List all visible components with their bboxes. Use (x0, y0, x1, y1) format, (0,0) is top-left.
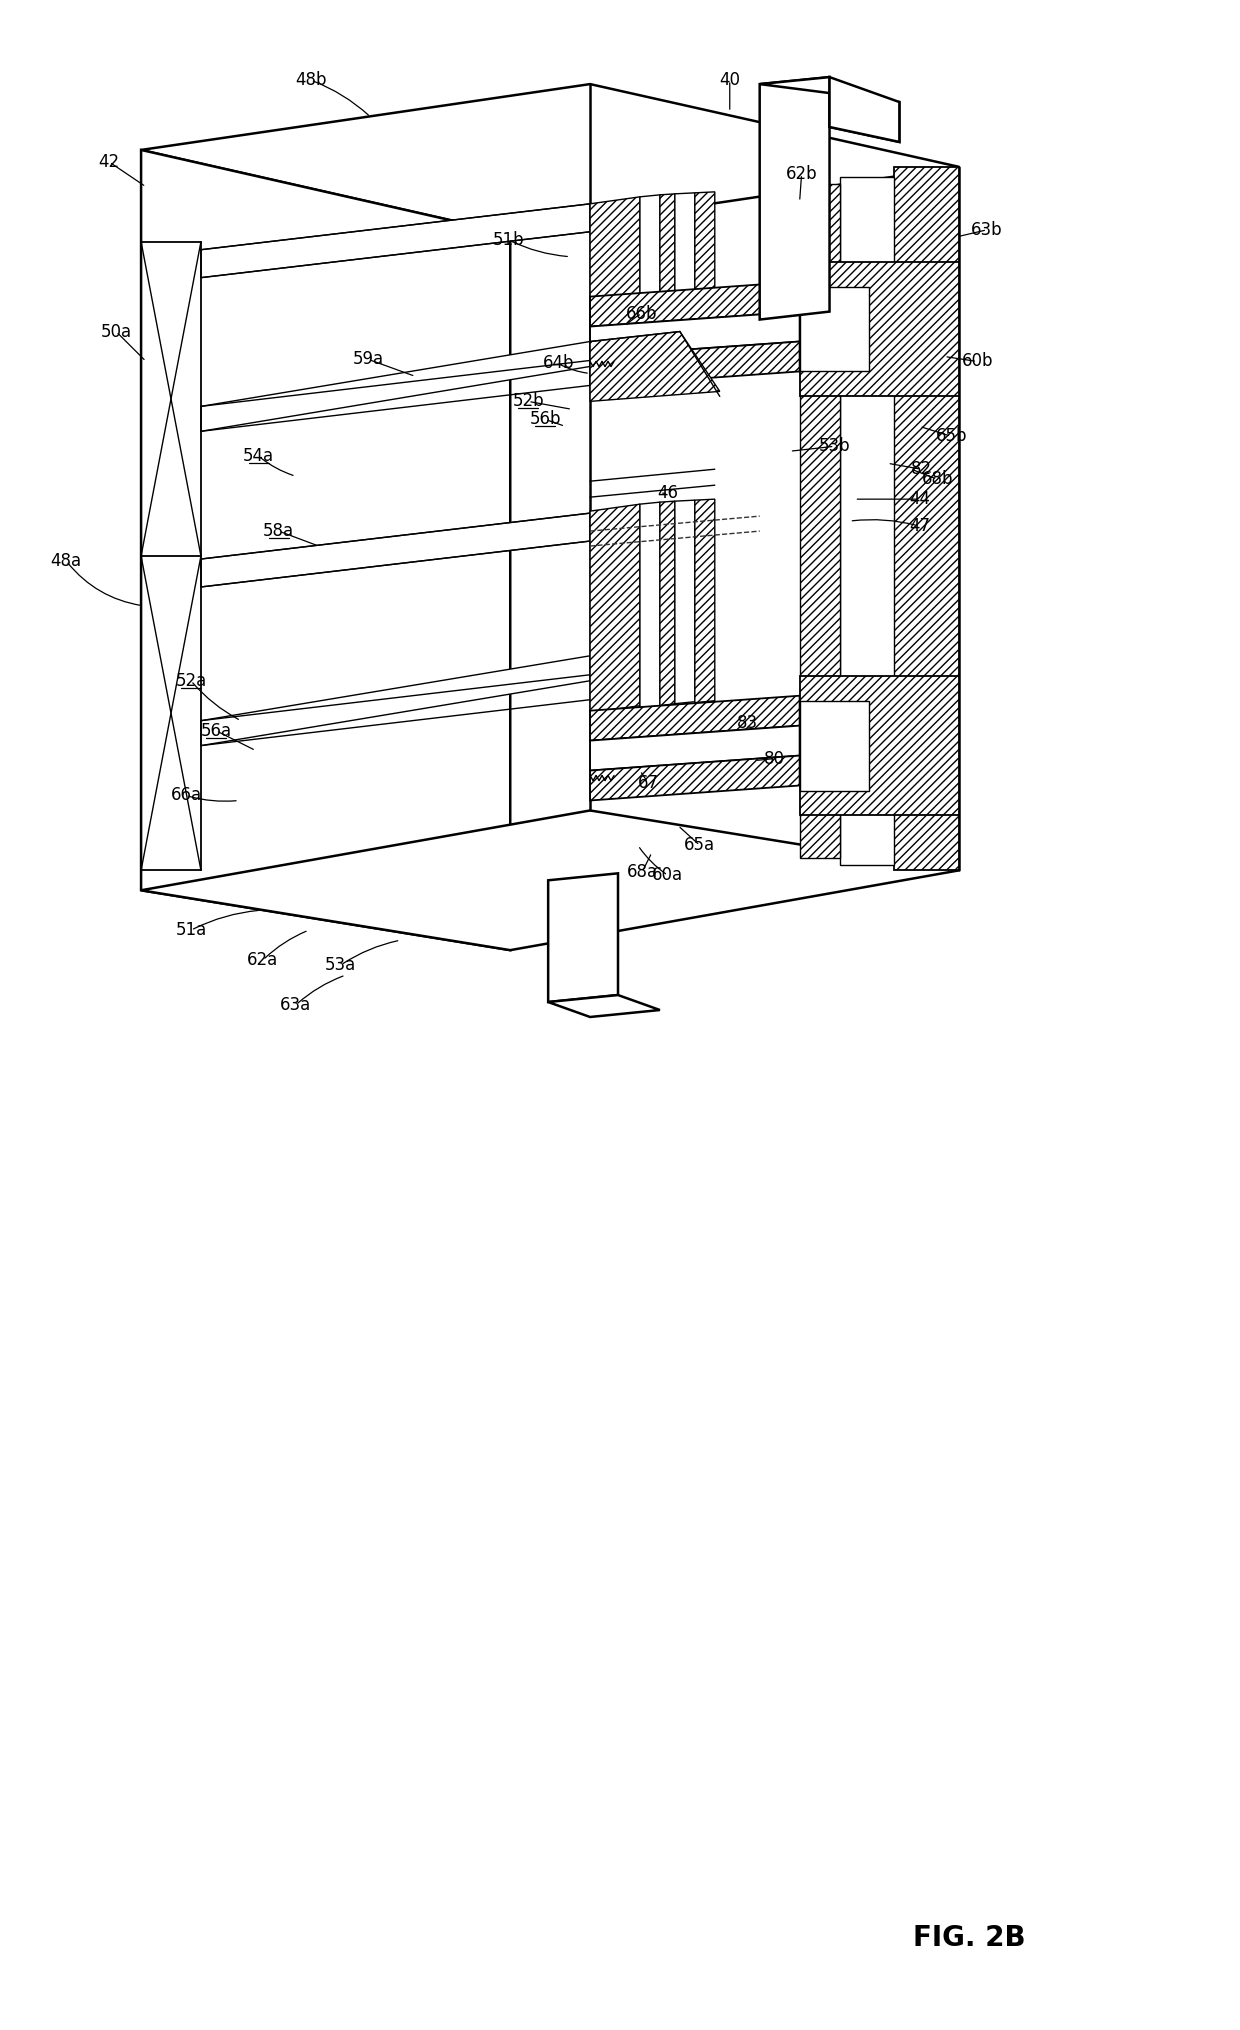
Text: 52b: 52b (512, 392, 544, 410)
Polygon shape (201, 514, 590, 587)
Polygon shape (141, 150, 510, 950)
Text: 83: 83 (737, 715, 759, 731)
Text: 63b: 63b (971, 221, 1003, 240)
Polygon shape (760, 77, 899, 142)
Text: 48a: 48a (51, 552, 82, 570)
Text: FIG. 2B: FIG. 2B (913, 1924, 1025, 1953)
Text: 47: 47 (909, 518, 930, 536)
Polygon shape (141, 83, 960, 233)
Text: 53b: 53b (818, 436, 851, 455)
Polygon shape (201, 341, 590, 430)
Text: 62a: 62a (247, 952, 279, 968)
Polygon shape (675, 499, 694, 704)
Polygon shape (590, 503, 640, 713)
Polygon shape (201, 656, 590, 745)
Text: 40: 40 (719, 71, 740, 89)
Polygon shape (894, 166, 960, 871)
Polygon shape (640, 195, 660, 378)
Text: 56b: 56b (529, 410, 560, 428)
Text: 42: 42 (99, 152, 120, 171)
Text: 46: 46 (657, 485, 678, 501)
Polygon shape (590, 282, 800, 327)
Polygon shape (660, 501, 675, 706)
Polygon shape (800, 185, 839, 859)
Polygon shape (694, 193, 714, 374)
Text: 80: 80 (764, 749, 785, 767)
Polygon shape (660, 193, 675, 376)
Text: 64b: 64b (542, 355, 574, 371)
Polygon shape (548, 873, 618, 1003)
Polygon shape (590, 725, 800, 771)
Polygon shape (675, 193, 694, 374)
Text: 66a: 66a (170, 786, 202, 804)
Text: 67: 67 (637, 773, 658, 792)
Polygon shape (830, 77, 899, 142)
Text: 44: 44 (909, 489, 930, 508)
Polygon shape (839, 177, 894, 865)
Polygon shape (800, 700, 869, 790)
Text: 50a: 50a (100, 323, 131, 341)
Polygon shape (590, 331, 719, 402)
Text: 59a: 59a (353, 351, 384, 369)
Text: 51a: 51a (175, 922, 207, 940)
Polygon shape (800, 262, 960, 396)
Text: 52a: 52a (175, 672, 207, 690)
Polygon shape (590, 341, 800, 386)
Text: 68b: 68b (921, 471, 954, 487)
Text: 48b: 48b (295, 71, 326, 89)
Polygon shape (141, 810, 960, 950)
Text: 68a: 68a (626, 863, 657, 881)
Polygon shape (694, 499, 714, 702)
Polygon shape (201, 203, 590, 278)
Polygon shape (590, 755, 800, 800)
Text: 60a: 60a (652, 867, 683, 885)
Text: 82: 82 (910, 461, 932, 479)
Polygon shape (548, 995, 660, 1017)
Text: 54a: 54a (243, 447, 274, 465)
Text: 51b: 51b (492, 231, 525, 250)
Text: 56a: 56a (201, 721, 232, 739)
Text: 53a: 53a (325, 956, 356, 974)
Polygon shape (590, 696, 800, 741)
Polygon shape (590, 311, 800, 357)
Polygon shape (800, 676, 960, 816)
Text: 66b: 66b (626, 304, 657, 323)
Polygon shape (640, 501, 660, 708)
Text: 65a: 65a (684, 836, 715, 855)
Polygon shape (760, 77, 830, 319)
Text: 58a: 58a (263, 522, 294, 540)
Text: 65b: 65b (935, 426, 967, 445)
Text: 60b: 60b (961, 353, 993, 369)
Text: 63a: 63a (280, 997, 311, 1015)
Polygon shape (590, 197, 640, 384)
Text: 62b: 62b (786, 164, 817, 183)
Polygon shape (800, 286, 869, 371)
